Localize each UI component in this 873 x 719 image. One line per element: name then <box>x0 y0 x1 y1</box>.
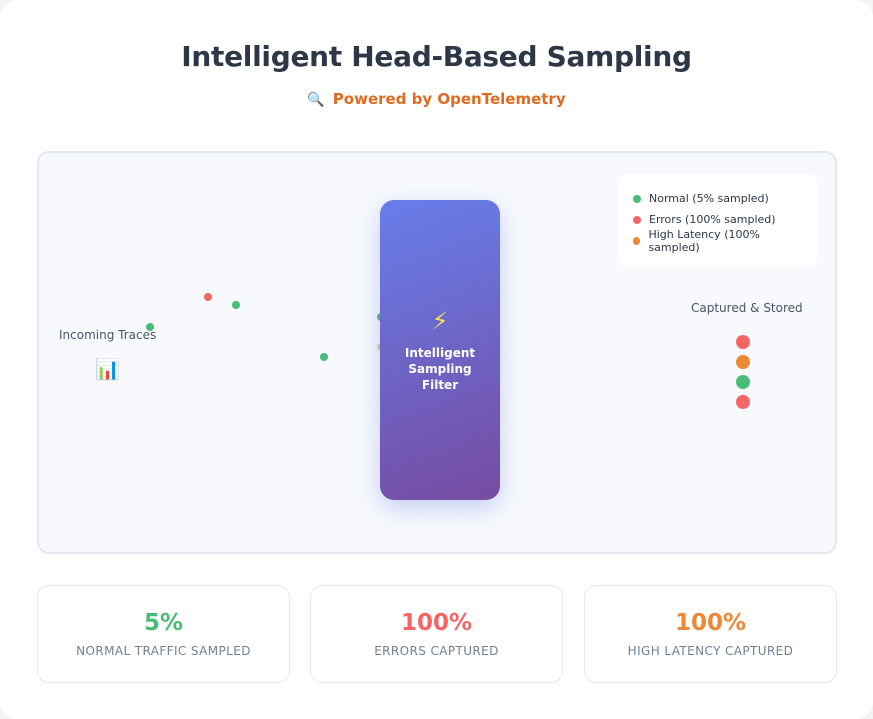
trace-dot-icon <box>320 353 328 361</box>
stat-card-errors: 100% ERRORS CAPTURED <box>310 585 563 683</box>
sampling-filter: ⚡ Intelligent Sampling Filter <box>380 200 500 500</box>
stat-label: ERRORS CAPTURED <box>374 644 499 658</box>
stored-trace-dot-icon <box>736 335 750 349</box>
legend-label: Errors (100% sampled) <box>649 213 776 226</box>
lightning-icon: ⚡ <box>431 307 449 335</box>
normal-dot-icon <box>633 194 641 203</box>
stat-label: HIGH LATENCY CAPTURED <box>627 644 794 658</box>
captured-stored-label: Captured & Stored <box>691 301 803 315</box>
sampling-visualization: Normal (5% sampled) Errors (100% sampled… <box>37 151 837 554</box>
latency-dot-icon <box>633 236 641 245</box>
legend: Normal (5% sampled) Errors (100% sampled… <box>619 174 817 267</box>
stat-value: 5% <box>143 610 184 636</box>
subtitle: 🔍 Powered by OpenTelemetry <box>0 90 873 108</box>
stored-trace-dot-icon <box>736 395 750 409</box>
legend-item-errors: Errors (100% sampled) <box>633 209 803 230</box>
legend-item-latency: High Latency (100% sampled) <box>633 227 803 254</box>
stored-trace-dot-icon <box>736 355 750 369</box>
stat-value: 100% <box>674 610 747 636</box>
stat-card-normal: 5% NORMAL TRAFFIC SAMPLED <box>37 585 290 683</box>
chart-icon: 📊 <box>95 357 120 381</box>
stat-card-latency: 100% HIGH LATENCY CAPTURED <box>584 585 837 683</box>
filter-label: Intelligent Sampling Filter <box>404 346 476 392</box>
search-icon: 🔍 <box>307 92 325 108</box>
trace-dot-icon <box>204 293 212 301</box>
error-dot-icon <box>633 215 641 224</box>
stat-value: 100% <box>400 610 473 636</box>
legend-item-normal: Normal (5% sampled) <box>633 188 803 209</box>
page-title: Intelligent Head-Based Sampling <box>181 40 692 73</box>
trace-dot-icon <box>146 323 154 331</box>
trace-dot-icon <box>232 301 240 309</box>
stored-trace-dot-icon <box>736 375 750 389</box>
legend-label: High Latency (100% sampled) <box>648 227 760 254</box>
legend-label: Normal (5% sampled) <box>649 192 769 205</box>
stat-label: NORMAL TRAFFIC SAMPLED <box>76 644 251 658</box>
incoming-traces-label: Incoming Traces <box>59 328 157 342</box>
subtitle-text: Powered by OpenTelemetry <box>332 90 566 108</box>
